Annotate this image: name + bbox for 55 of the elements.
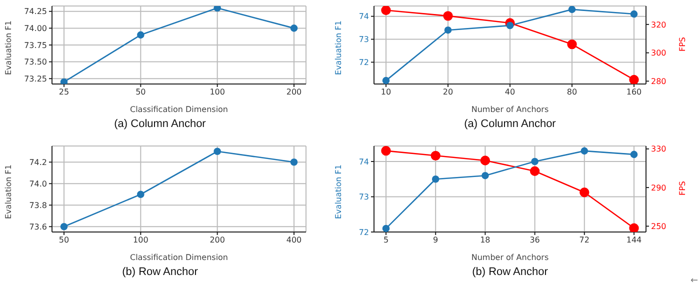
x-axis-title: Number of Anchors bbox=[471, 105, 549, 114]
x-tick-label: 200 bbox=[286, 88, 302, 97]
x-tick-label: 200 bbox=[210, 236, 225, 245]
y2-tick-label: 320 bbox=[651, 20, 666, 30]
x-axis-title: Number of Anchors bbox=[471, 253, 549, 262]
x-tick-label: 400 bbox=[286, 236, 302, 245]
y-tick-label: 73.50 bbox=[24, 58, 47, 67]
x-tick-label: 160 bbox=[626, 88, 642, 97]
y-axis-title: Evaluation F1 bbox=[334, 164, 343, 219]
y-tick-label: 74.2 bbox=[29, 158, 47, 167]
y-tick-label: 72 bbox=[358, 228, 369, 237]
y-tick-label: 73.75 bbox=[24, 40, 47, 50]
y-tick-label: 73.25 bbox=[24, 74, 47, 84]
y2-axis-title: FPS bbox=[678, 37, 687, 52]
x-axis-title: Classification Dimension bbox=[130, 253, 228, 262]
text: (b) Row Anchor bbox=[121, 266, 199, 278]
y2-tick-label: 300 bbox=[651, 48, 666, 58]
x-tick-label: 18 bbox=[480, 236, 490, 245]
y-tick-label: 73 bbox=[358, 192, 369, 202]
x-tick-label: 72 bbox=[579, 236, 590, 245]
text: ← bbox=[690, 276, 698, 286]
x-tick-label: 50 bbox=[58, 236, 70, 245]
x-tick-label: 100 bbox=[210, 88, 225, 97]
y-tick-label: 73.8 bbox=[29, 200, 47, 210]
y2-tick-label: 250 bbox=[651, 222, 666, 232]
y-tick-label: 74.0 bbox=[29, 179, 47, 188]
text: (a) Column Anchor bbox=[113, 118, 207, 130]
y2-tick-label: 290 bbox=[651, 183, 666, 192]
y-tick-label: 74 bbox=[358, 157, 369, 166]
y2-axis-title: FPS bbox=[678, 181, 687, 196]
x-tick-label: 50 bbox=[136, 88, 146, 97]
x-tick-label: 9 bbox=[433, 236, 438, 245]
x-tick-label: 20 bbox=[442, 88, 454, 97]
y-tick-label: 74 bbox=[358, 12, 369, 22]
x-tick-label: 144 bbox=[626, 236, 642, 245]
y2-tick-label: 280 bbox=[651, 77, 666, 86]
x-axis-title: Classification Dimension bbox=[130, 105, 228, 114]
text: (a) Column Anchor bbox=[463, 118, 557, 130]
y-axis-title: Evaluation F1 bbox=[4, 20, 13, 75]
y-axis-title: Evaluation F1 bbox=[4, 164, 13, 219]
y-tick-label: 72 bbox=[358, 58, 369, 68]
y-tick-label: 74.00 bbox=[24, 24, 47, 34]
x-tick-label: 10 bbox=[380, 88, 392, 97]
x-tick-label: 5 bbox=[383, 236, 389, 245]
y2-tick-label: 330 bbox=[651, 144, 666, 154]
y-tick-label: 73.6 bbox=[29, 222, 47, 232]
x-tick-label: 25 bbox=[58, 88, 70, 97]
x-tick-label: 40 bbox=[504, 88, 516, 97]
x-tick-label: 36 bbox=[530, 236, 540, 245]
x-tick-label: 80 bbox=[566, 88, 578, 97]
text: (b) Row Anchor bbox=[471, 266, 549, 278]
y-tick-label: 74.25 bbox=[24, 7, 47, 16]
y-axis-title: Evaluation F1 bbox=[334, 20, 343, 75]
y-tick-label: 73 bbox=[358, 35, 369, 44]
x-tick-label: 100 bbox=[133, 236, 148, 245]
